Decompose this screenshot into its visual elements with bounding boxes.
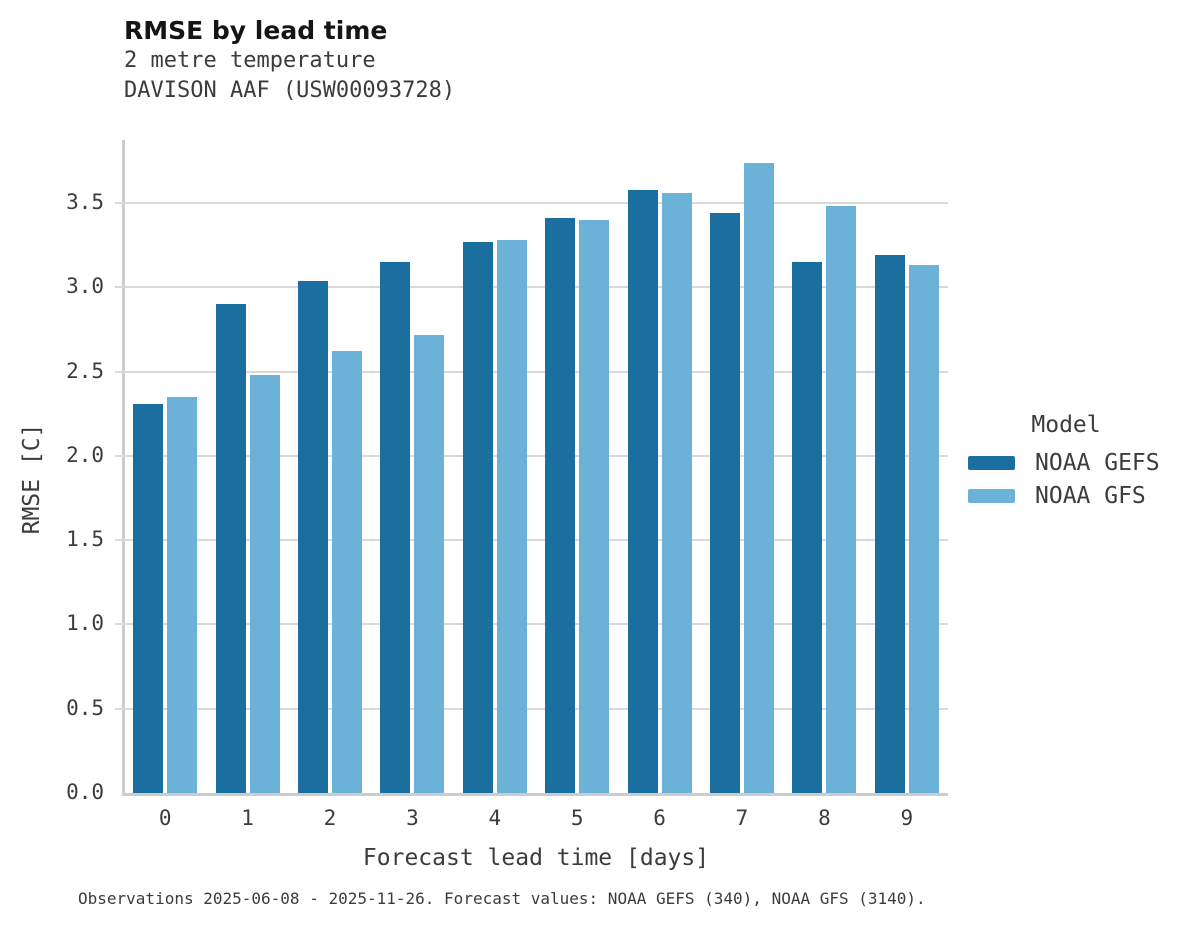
bar-noaa-gfs-lead-0	[167, 396, 198, 793]
gridline-3.0	[124, 286, 948, 289]
bar-noaa-gfs-lead-2	[332, 351, 362, 793]
y-tick-mark-1.0	[115, 623, 124, 626]
y-tick-mark-0.5	[115, 707, 124, 710]
bar-noaa-gfs-lead-8	[826, 206, 857, 793]
legend-entry-noaa-gefs: NOAA GEFS	[960, 449, 1172, 476]
title-block: RMSE by lead time 2 metre temperature DA…	[124, 16, 455, 106]
footnote-caption: Observations 2025-06-08 - 2025-11-26. Fo…	[78, 889, 926, 908]
y-tick-label-3.0: 3.0	[66, 274, 104, 299]
legend-label-noaa-gfs: NOAA GFS	[1035, 482, 1146, 509]
bar-noaa-gefs-lead-5	[545, 218, 576, 793]
bar-noaa-gefs-lead-6	[627, 189, 658, 793]
y-tick-mark-1.5	[115, 539, 124, 542]
gridline-0.5	[124, 707, 948, 710]
bar-noaa-gefs-lead-8	[792, 262, 823, 793]
y-tick-mark-2.0	[115, 454, 124, 457]
x-tick-label-7: 7	[735, 806, 749, 830]
y-tick-label-3.5: 3.5	[66, 190, 104, 214]
x-tick-label-8: 8	[818, 806, 831, 830]
x-tick-label-9: 9	[900, 806, 914, 830]
y-tick-mark-3.5	[115, 202, 124, 205]
x-tick-label-1: 1	[241, 806, 254, 830]
y-tick-label-0.0: 0.0	[66, 780, 104, 804]
chart-title: RMSE by lead time	[124, 16, 388, 45]
x-tick-label-5: 5	[570, 806, 584, 830]
bar-noaa-gefs-lead-7	[710, 213, 740, 793]
x-tick-label-0: 0	[158, 806, 172, 830]
bar-noaa-gfs-lead-5	[579, 219, 610, 793]
y-tick-label-0.5: 0.5	[66, 695, 104, 720]
legend-title: Model	[1031, 412, 1101, 438]
x-axis-line	[122, 793, 948, 796]
chart-subtitle-variable: 2 metre temperature	[124, 48, 376, 73]
legend-swatch-noaa-gefs	[968, 455, 1015, 470]
bar-noaa-gefs-lead-3	[380, 262, 411, 793]
bar-noaa-gfs-lead-9	[908, 265, 939, 793]
x-tick-label-4: 4	[488, 806, 502, 830]
legend-swatch-noaa-gfs	[968, 488, 1015, 503]
bar-noaa-gefs-lead-9	[874, 255, 905, 793]
gridline-2.0	[124, 454, 948, 457]
x-tick-label-3: 3	[406, 806, 419, 830]
gridline-1.0	[124, 623, 948, 626]
legend-entry-noaa-gfs: NOAA GFS	[960, 482, 1172, 509]
bar-noaa-gefs-lead-2	[298, 280, 328, 793]
bar-noaa-gefs-lead-0	[133, 403, 164, 793]
bar-noaa-gfs-lead-4	[496, 240, 527, 793]
y-axis-line	[122, 140, 125, 793]
gridline-2.5	[124, 370, 948, 373]
y-tick-mark-3.0	[115, 286, 124, 289]
legend-label-noaa-gefs: NOAA GEFS	[1035, 449, 1160, 476]
y-tick-label-1.5: 1.5	[66, 527, 104, 552]
x-axis-label: Forecast lead time [days]	[362, 845, 710, 871]
gridline-3.5	[124, 202, 948, 205]
legend: Model NOAA GEFS NOAA GFS	[960, 412, 1172, 518]
gridline-1.5	[124, 539, 948, 542]
bar-noaa-gfs-lead-6	[661, 192, 692, 793]
y-tick-label-2.5: 2.5	[66, 358, 104, 383]
bar-noaa-gefs-lead-1	[215, 304, 246, 793]
y-tick-mark-2.5	[115, 370, 124, 373]
x-tick-label-6: 6	[653, 806, 666, 830]
bar-noaa-gfs-lead-3	[414, 334, 445, 793]
bar-noaa-gfs-lead-7	[744, 162, 774, 793]
y-tick-label-2.0: 2.0	[66, 442, 104, 467]
y-tick-label-1.0: 1.0	[66, 611, 104, 636]
plot-area	[115, 140, 948, 796]
chart-subtitle-station: DAVISON AAF (USW00093728)	[124, 78, 456, 103]
x-tick-label-2: 2	[323, 806, 337, 830]
y-axis-label: RMSE [C]	[19, 423, 45, 535]
bar-noaa-gfs-lead-1	[249, 374, 280, 793]
bar-noaa-gefs-lead-4	[462, 241, 493, 793]
